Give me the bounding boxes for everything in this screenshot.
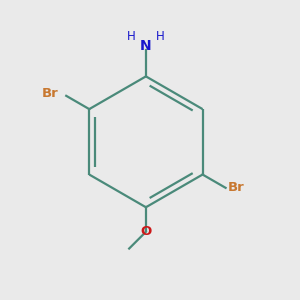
Text: N: N [140, 39, 152, 53]
Text: O: O [140, 225, 152, 238]
Text: H: H [156, 30, 165, 43]
Text: H: H [127, 30, 136, 43]
Text: Br: Br [41, 87, 58, 100]
Text: Br: Br [228, 181, 244, 194]
